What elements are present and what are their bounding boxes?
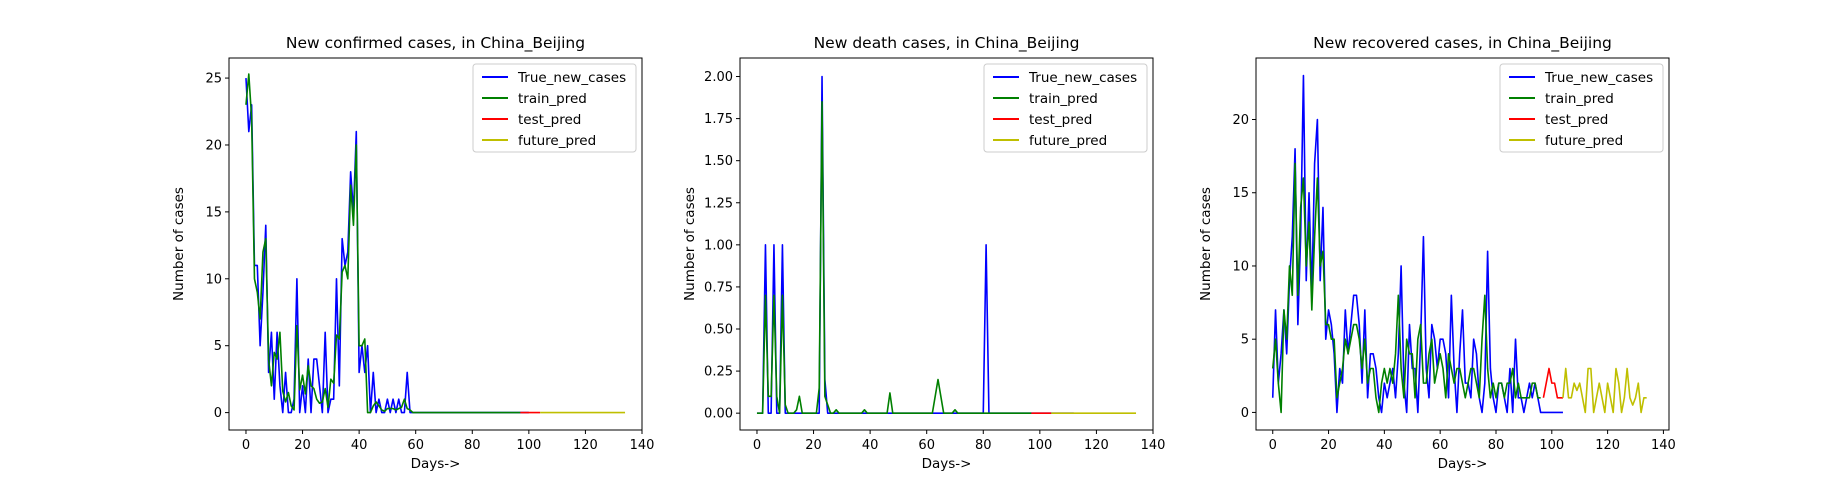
y-tick-label: 10 <box>1232 259 1249 274</box>
legend-label: train_pred <box>1545 91 1614 107</box>
series-line-train-pred <box>1271 162 1541 414</box>
y-tick-label: 15 <box>1232 186 1249 201</box>
series-group <box>1271 74 1647 414</box>
series-group <box>245 73 626 414</box>
x-tick-label: 140 <box>630 438 655 453</box>
x-tick-label: 0 <box>1269 438 1277 453</box>
chart-title: New death cases, in China_Beijing <box>814 34 1080 53</box>
legend: True_new_cases train_pred test_pred future_… <box>983 63 1148 153</box>
legend-label: test_pred <box>1029 112 1092 128</box>
x-tick-label: 40 <box>862 438 879 453</box>
y-tick-label: 15 <box>205 205 222 220</box>
series-line-train-pred <box>245 73 521 414</box>
x-tick-label: 100 <box>516 438 541 453</box>
x-tick-label: 100 <box>1027 438 1052 453</box>
legend-label: train_pred <box>1029 91 1098 107</box>
y-tick-label: 1.00 <box>704 238 733 253</box>
legend-label: future_pred <box>1545 133 1623 149</box>
x-tick-label: 80 <box>975 438 992 453</box>
y-axis-label: Number of cases <box>1198 187 1214 301</box>
y-tick-label: 25 <box>205 72 222 87</box>
series-line-train-pred <box>756 100 1032 414</box>
y-tick-label: 0.75 <box>704 280 733 295</box>
series-line-future-pred <box>1562 367 1647 414</box>
y-tick-label: 20 <box>205 138 222 153</box>
y-axis-label: Number of cases <box>171 187 187 301</box>
legend-label: test_pred <box>518 112 581 128</box>
y-tick-label: 2.00 <box>704 70 733 85</box>
legend-label: True_new_cases <box>1028 70 1137 86</box>
y-tick-label: 1.50 <box>704 154 733 169</box>
x-tick-label: 140 <box>1651 438 1676 453</box>
x-tick-label: 60 <box>918 438 935 453</box>
y-tick-label: 0 <box>214 406 222 421</box>
x-tick-label: 140 <box>1141 438 1166 453</box>
x-tick-label: 40 <box>1376 438 1393 453</box>
legend-label: True_new_cases <box>517 70 626 86</box>
y-tick-label: 0.25 <box>704 365 733 380</box>
legend-label: future_pred <box>1029 133 1107 149</box>
legend-label: True_new_cases <box>1544 70 1653 86</box>
x-tick-label: 20 <box>1320 438 1337 453</box>
x-tick-label: 60 <box>1432 438 1449 453</box>
y-tick-label: 1.25 <box>704 196 733 211</box>
chart-title: New confirmed cases, in China_Beijing <box>286 34 585 53</box>
legend-box <box>983 63 1148 153</box>
legend-label: train_pred <box>518 91 587 107</box>
chart-title: New recovered cases, in China_Beijing <box>1313 34 1612 53</box>
legend-label: test_pred <box>1545 112 1608 128</box>
x-tick-label: 0 <box>242 438 250 453</box>
y-axis-label: Number of cases <box>682 187 698 301</box>
series-line-test-pred <box>1542 367 1563 399</box>
x-tick-label: 80 <box>464 438 481 453</box>
x-tick-label: 20 <box>805 438 822 453</box>
legend: True_new_cases train_pred test_pred future_… <box>472 63 637 153</box>
axes-frame <box>1255 57 1670 431</box>
legend-box <box>1499 63 1664 153</box>
y-tick-label: 0.00 <box>704 407 733 422</box>
axes-frame <box>739 57 1154 431</box>
x-axis-label: Days-> <box>1438 456 1488 472</box>
series-group <box>756 75 1137 414</box>
x-tick-label: 60 <box>407 438 424 453</box>
x-tick-label: 120 <box>573 438 598 453</box>
y-tick-label: 10 <box>205 272 222 287</box>
series-line-true-new-cases <box>1271 74 1563 414</box>
x-tick-label: 40 <box>351 438 368 453</box>
y-tick-label: 0 <box>1241 406 1249 421</box>
x-tick-label: 100 <box>1539 438 1564 453</box>
x-tick-label: 0 <box>753 438 761 453</box>
x-axis-label: Days-> <box>922 456 972 472</box>
y-tick-label: 5 <box>214 339 222 354</box>
legend: True_new_cases train_pred test_pred future_… <box>1499 63 1664 153</box>
x-tick-label: 20 <box>294 438 311 453</box>
x-tick-label: 120 <box>1595 438 1620 453</box>
chart-panel: 0 20 40 60 80 100 120 140 0.00 0.25 0.50 0.75 1.00 1.… <box>682 34 1165 472</box>
x-tick-label: 80 <box>1488 438 1505 453</box>
y-tick-label: 20 <box>1232 113 1249 128</box>
y-tick-label: 0.50 <box>704 323 733 338</box>
x-axis-label: Days-> <box>411 456 461 472</box>
chart-panel: 0 20 40 60 80 100 120 140 0 5 10 15 20 25 New confirme… <box>171 34 654 472</box>
y-tick-label: 1.75 <box>704 112 733 127</box>
y-tick-label: 5 <box>1241 333 1249 348</box>
legend-box <box>472 63 637 153</box>
chart-panel: 0 20 40 60 80 100 120 140 0 5 10 15 20 New recovered … <box>1198 34 1676 472</box>
x-tick-label: 120 <box>1084 438 1109 453</box>
axes-frame <box>228 57 643 431</box>
legend-label: future_pred <box>518 133 596 149</box>
